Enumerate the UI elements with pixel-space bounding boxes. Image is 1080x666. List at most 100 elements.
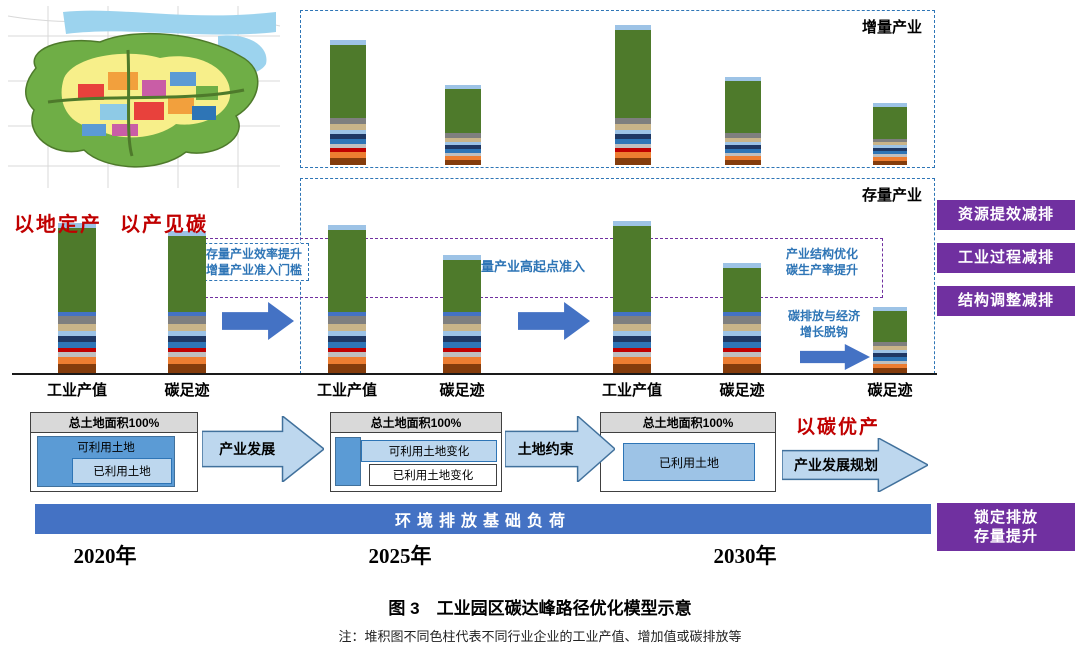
bar-segment — [445, 156, 481, 160]
bar-segment — [445, 85, 481, 89]
bar-segment — [873, 307, 907, 311]
bar-segment — [445, 142, 481, 145]
bar-segment — [613, 312, 651, 316]
annotation-structure-optimization: 产业结构优化 碳生产率提升 — [786, 246, 858, 278]
bar-segment — [873, 145, 907, 148]
bar-segment — [58, 312, 96, 316]
bar-segment — [613, 348, 651, 352]
bar-segment — [615, 30, 651, 118]
baseline-axis — [12, 373, 937, 375]
land-body-2025: 可利用土地变化 已利用土地变化 — [331, 433, 501, 491]
bar-segment — [445, 89, 481, 133]
bar-segment — [613, 357, 651, 364]
stacked-bar-2020-output — [58, 223, 96, 373]
arrow-industry-development: 产业发展 — [202, 416, 324, 482]
bar-segment — [443, 336, 481, 342]
result-box-line: 存量提升 — [973, 528, 1038, 545]
bar-segment — [873, 148, 907, 151]
bar-segment — [873, 368, 907, 373]
land-total-label-2025: 总土地面积100% — [331, 413, 501, 433]
arrow-land-constraint: 土地约束 — [505, 416, 615, 482]
bar-segment — [58, 331, 96, 336]
result-box-lock-emissions: 锁定排放 存量提升 — [937, 503, 1075, 551]
map-green-corridors — [47, 49, 245, 157]
bar-segment — [613, 336, 651, 342]
bar-segment — [328, 336, 366, 342]
right-arrow-icon — [800, 344, 870, 370]
land-body-2030: 已利用土地 — [601, 433, 775, 491]
bar-segment — [330, 134, 366, 139]
bar-segment — [615, 25, 651, 30]
environment-baseline-banner: 环境排放基础负荷 — [35, 504, 931, 534]
bar-segment — [168, 312, 206, 316]
bar-segment — [443, 352, 481, 357]
bar-segment — [168, 231, 206, 236]
bar-segment — [613, 364, 651, 373]
bar-segment — [613, 331, 651, 336]
bar-segment — [613, 352, 651, 357]
figure-note: 注：堆积图不同色柱代表不同行业企业的工业产值、增加值或碳排放等 — [338, 629, 742, 644]
bar-segment — [330, 45, 366, 118]
bar-segment — [873, 353, 907, 357]
annotation-line: 增长脱钩 — [800, 325, 849, 340]
bar-segment — [443, 342, 481, 348]
bar-segment — [873, 342, 907, 346]
map-river — [63, 10, 276, 35]
stock-industry-label: 存量产业 — [861, 187, 922, 204]
bar-segment — [445, 153, 481, 156]
bar-segment — [445, 145, 481, 149]
bar-segment — [873, 161, 907, 165]
bar-segment — [443, 312, 481, 316]
bar-segment — [58, 324, 96, 331]
bar-segment — [330, 158, 366, 165]
bar-segment — [725, 156, 761, 160]
bar-segment — [330, 148, 366, 152]
bar-segment — [615, 148, 651, 152]
transition-arrow-2025-2030 — [518, 302, 590, 340]
bar-segment — [330, 130, 366, 134]
bar-segment — [613, 226, 651, 312]
arrow-label: 产业发展 — [219, 441, 276, 457]
bar-segment — [873, 139, 907, 142]
arrow-label: 土地约束 — [517, 441, 574, 457]
arrow-label: 产业发展规划 — [794, 457, 879, 473]
used-change-rect-2025: 已利用土地变化 — [369, 464, 497, 486]
right-arrow-icon — [222, 302, 294, 340]
bar-segment — [873, 364, 907, 368]
stacked-bar-inc-2030-carbon2 — [873, 103, 907, 165]
year-2025: 2025年 — [368, 544, 432, 568]
stacked-bar-2030-carbon — [723, 263, 761, 373]
bar-segment — [443, 364, 481, 373]
bar-segment — [58, 357, 96, 364]
right-arrow-icon — [518, 302, 590, 340]
bar-segment — [328, 348, 366, 352]
transition-arrow-2020-2025 — [222, 302, 294, 340]
bar-segment — [328, 230, 366, 312]
figure-caption: 图 3 工业园区碳达峰路径优化模型示意 — [388, 599, 692, 618]
bar-segment — [873, 361, 907, 364]
transition-arrow-decoupling — [800, 344, 870, 370]
annotation-decoupling: 碳排放与经济 增长脱钩 — [788, 308, 860, 340]
bar-segment — [723, 268, 761, 312]
bar-segment — [58, 342, 96, 348]
incremental-industry-label: 增量产业 — [861, 19, 922, 36]
bar-segment — [328, 357, 366, 364]
bar-segment — [328, 331, 366, 336]
stacked-bar-inc-2030-carbon — [725, 77, 761, 165]
stacked-bar-inc-2025-carbon — [445, 85, 481, 165]
axis-label: 碳足迹 — [164, 382, 210, 399]
bar-segment — [58, 316, 96, 324]
bar-segment — [330, 118, 366, 124]
bar-segment — [58, 223, 96, 228]
bar-segment — [445, 133, 481, 138]
bar-segment — [725, 160, 761, 165]
bar-segment — [873, 151, 907, 154]
stacked-bar-2025-carbon — [443, 255, 481, 373]
bar-segment — [168, 342, 206, 348]
bar-segment — [725, 145, 761, 149]
bar-segment — [615, 118, 651, 124]
bar-segment — [328, 364, 366, 373]
bar-segment — [615, 124, 651, 130]
